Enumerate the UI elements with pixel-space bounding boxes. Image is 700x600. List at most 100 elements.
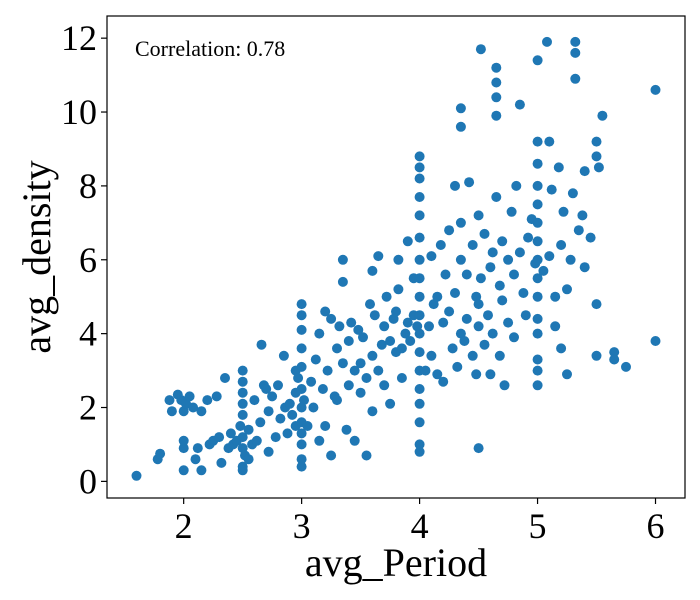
data-point	[355, 387, 366, 398]
data-point	[373, 365, 384, 376]
data-point	[414, 446, 425, 457]
data-point	[509, 332, 519, 343]
data-point	[609, 347, 620, 358]
data-point	[558, 206, 569, 217]
data-point	[261, 384, 272, 394]
data-point	[393, 254, 404, 265]
data-point	[570, 36, 581, 47]
data-point	[473, 299, 484, 310]
data-point	[467, 350, 478, 361]
data-point	[523, 232, 534, 243]
data-point	[296, 439, 307, 450]
data-point	[296, 461, 307, 472]
data-point	[497, 295, 508, 306]
data-point	[475, 44, 486, 55]
data-point	[178, 465, 189, 476]
data-point	[479, 339, 490, 350]
data-point	[520, 310, 531, 321]
data-point	[322, 365, 333, 376]
data-point	[487, 247, 498, 258]
x-tick-label: 4	[411, 506, 429, 546]
data-point	[567, 188, 578, 199]
data-point	[385, 336, 396, 346]
data-point	[514, 247, 525, 258]
data-point	[532, 365, 543, 376]
data-point	[562, 284, 572, 295]
data-point	[556, 240, 567, 250]
data-point	[485, 262, 496, 273]
data-point	[532, 328, 543, 339]
data-point	[192, 443, 203, 454]
data-point	[225, 428, 236, 439]
y-tick-label: 12	[61, 18, 97, 58]
data-point	[562, 369, 572, 380]
data-point	[273, 380, 283, 391]
data-point	[278, 350, 289, 361]
plot-frame	[106, 15, 686, 499]
data-point	[306, 376, 317, 387]
data-points	[131, 36, 661, 481]
data-point	[296, 384, 307, 394]
data-point	[349, 435, 360, 446]
data-point	[565, 254, 576, 265]
data-point	[361, 450, 372, 461]
data-point	[591, 151, 602, 162]
data-point	[251, 435, 262, 446]
data-point	[263, 406, 274, 417]
data-point	[487, 328, 498, 339]
data-point	[591, 350, 602, 361]
data-point	[414, 439, 425, 450]
data-point	[379, 380, 390, 391]
data-point	[424, 321, 434, 332]
data-point	[326, 313, 337, 324]
data-point	[432, 369, 443, 380]
data-point	[455, 103, 466, 114]
data-point	[332, 395, 342, 406]
data-point	[166, 406, 177, 417]
data-point	[282, 428, 293, 439]
data-point	[358, 332, 368, 343]
data-point	[532, 199, 543, 210]
data-point	[188, 402, 199, 413]
y-axis-title: avg_density	[14, 160, 59, 353]
y-tick-label: 8	[79, 166, 97, 206]
data-point	[511, 180, 522, 191]
data-point	[216, 457, 227, 468]
data-point	[650, 84, 661, 95]
data-point	[237, 409, 248, 420]
data-point	[444, 225, 455, 236]
data-point	[570, 73, 581, 84]
data-point	[650, 336, 661, 346]
data-point	[532, 136, 543, 147]
data-point	[532, 217, 543, 228]
data-point	[414, 291, 425, 302]
data-point	[256, 339, 267, 350]
data-point	[494, 350, 505, 361]
data-point	[556, 343, 567, 354]
data-point	[337, 254, 348, 265]
data-point	[296, 361, 307, 372]
data-point	[473, 210, 484, 221]
data-point	[299, 395, 309, 406]
data-point	[579, 166, 590, 177]
data-point	[444, 306, 455, 317]
data-point	[214, 432, 225, 443]
data-point	[432, 291, 443, 302]
data-point	[414, 310, 425, 321]
data-point	[296, 428, 307, 439]
data-point	[414, 417, 425, 428]
data-point	[597, 110, 608, 121]
y-tick-label: 4	[79, 314, 97, 354]
data-point	[532, 291, 543, 302]
data-point	[326, 450, 337, 461]
data-point	[532, 273, 543, 284]
data-point	[320, 306, 331, 317]
data-point	[308, 402, 319, 413]
data-point	[414, 398, 425, 409]
x-tick-label: 6	[647, 506, 665, 546]
data-point	[196, 406, 207, 417]
y-tick-label: 6	[79, 240, 97, 280]
data-point	[296, 324, 307, 335]
data-point	[237, 432, 248, 443]
data-point	[237, 398, 248, 409]
